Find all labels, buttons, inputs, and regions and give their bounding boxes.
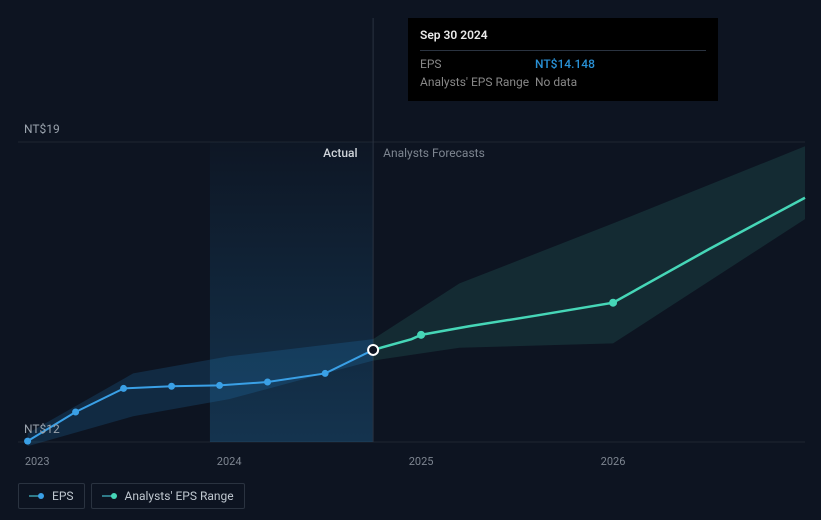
tooltip-divider [420,50,706,51]
actual-label: Actual [323,146,357,160]
legend-item-label: EPS [52,489,74,503]
x-axis-label: 2026 [601,455,626,468]
x-axis-label: 2023 [25,455,50,468]
forecast-label: Analysts Forecasts [383,146,485,160]
legend-swatch-icon [102,493,117,499]
tooltip-date: Sep 30 2024 [420,28,706,42]
legend-item[interactable]: Analysts' EPS Range [91,483,245,509]
x-axis-label: 2025 [409,455,434,468]
legend-item-label: Analysts' EPS Range [125,489,234,503]
tooltip-row-value: No data [535,75,706,89]
legend-item[interactable]: EPS [18,483,85,509]
legend: EPS Analysts' EPS Range [18,483,245,509]
tooltip-row-label: Analysts' EPS Range [420,75,535,89]
y-axis-label: NT$12 [24,422,60,436]
legend-swatch-icon [29,493,44,499]
chart-tooltip: Sep 30 2024 EPSNT$14.148Analysts' EPS Ra… [408,18,718,101]
x-axis-label: 2024 [217,455,242,468]
tooltip-row-label: EPS [420,57,535,71]
tooltip-row: EPSNT$14.148 [420,55,706,73]
eps-chart: NT$19 NT$12 2023 2024 2025 2026 Actual Analy… [0,0,821,520]
tooltip-row-value: NT$14.148 [535,57,706,71]
y-axis-label: NT$19 [24,122,60,136]
tooltip-row: Analysts' EPS RangeNo data [420,73,706,91]
